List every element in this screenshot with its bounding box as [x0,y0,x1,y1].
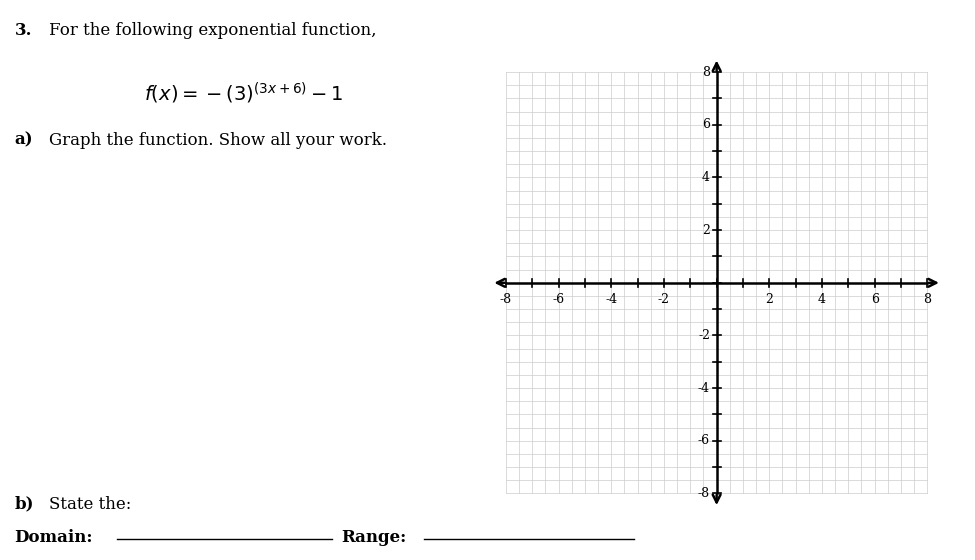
Text: 3.: 3. [15,22,32,39]
Text: For the following exponential function,: For the following exponential function, [49,22,376,39]
Text: -4: -4 [698,382,710,395]
Text: 4: 4 [818,293,826,306]
Text: -6: -6 [553,293,565,306]
Text: -4: -4 [605,293,617,306]
Text: 6: 6 [702,118,710,131]
Text: 8: 8 [702,66,710,78]
Text: 6: 6 [871,293,878,306]
Text: -2: -2 [698,329,710,342]
Text: $f(x) = -(3)^{(3x+6)} - 1$: $f(x) = -(3)^{(3x+6)} - 1$ [144,81,343,106]
Text: -6: -6 [698,435,710,447]
Text: -2: -2 [658,293,670,306]
Text: State the:: State the: [49,496,131,512]
Text: Range:: Range: [341,529,407,546]
Text: 2: 2 [765,293,773,306]
Text: Graph the function. Show all your work.: Graph the function. Show all your work. [49,132,387,148]
Text: -8: -8 [698,487,710,500]
Text: 2: 2 [702,223,710,237]
Text: -8: -8 [500,293,512,306]
Text: 4: 4 [702,171,710,184]
Text: Domain:: Domain: [15,529,94,546]
Text: b): b) [15,496,34,512]
Text: 8: 8 [923,293,931,306]
Text: a): a) [15,132,33,148]
